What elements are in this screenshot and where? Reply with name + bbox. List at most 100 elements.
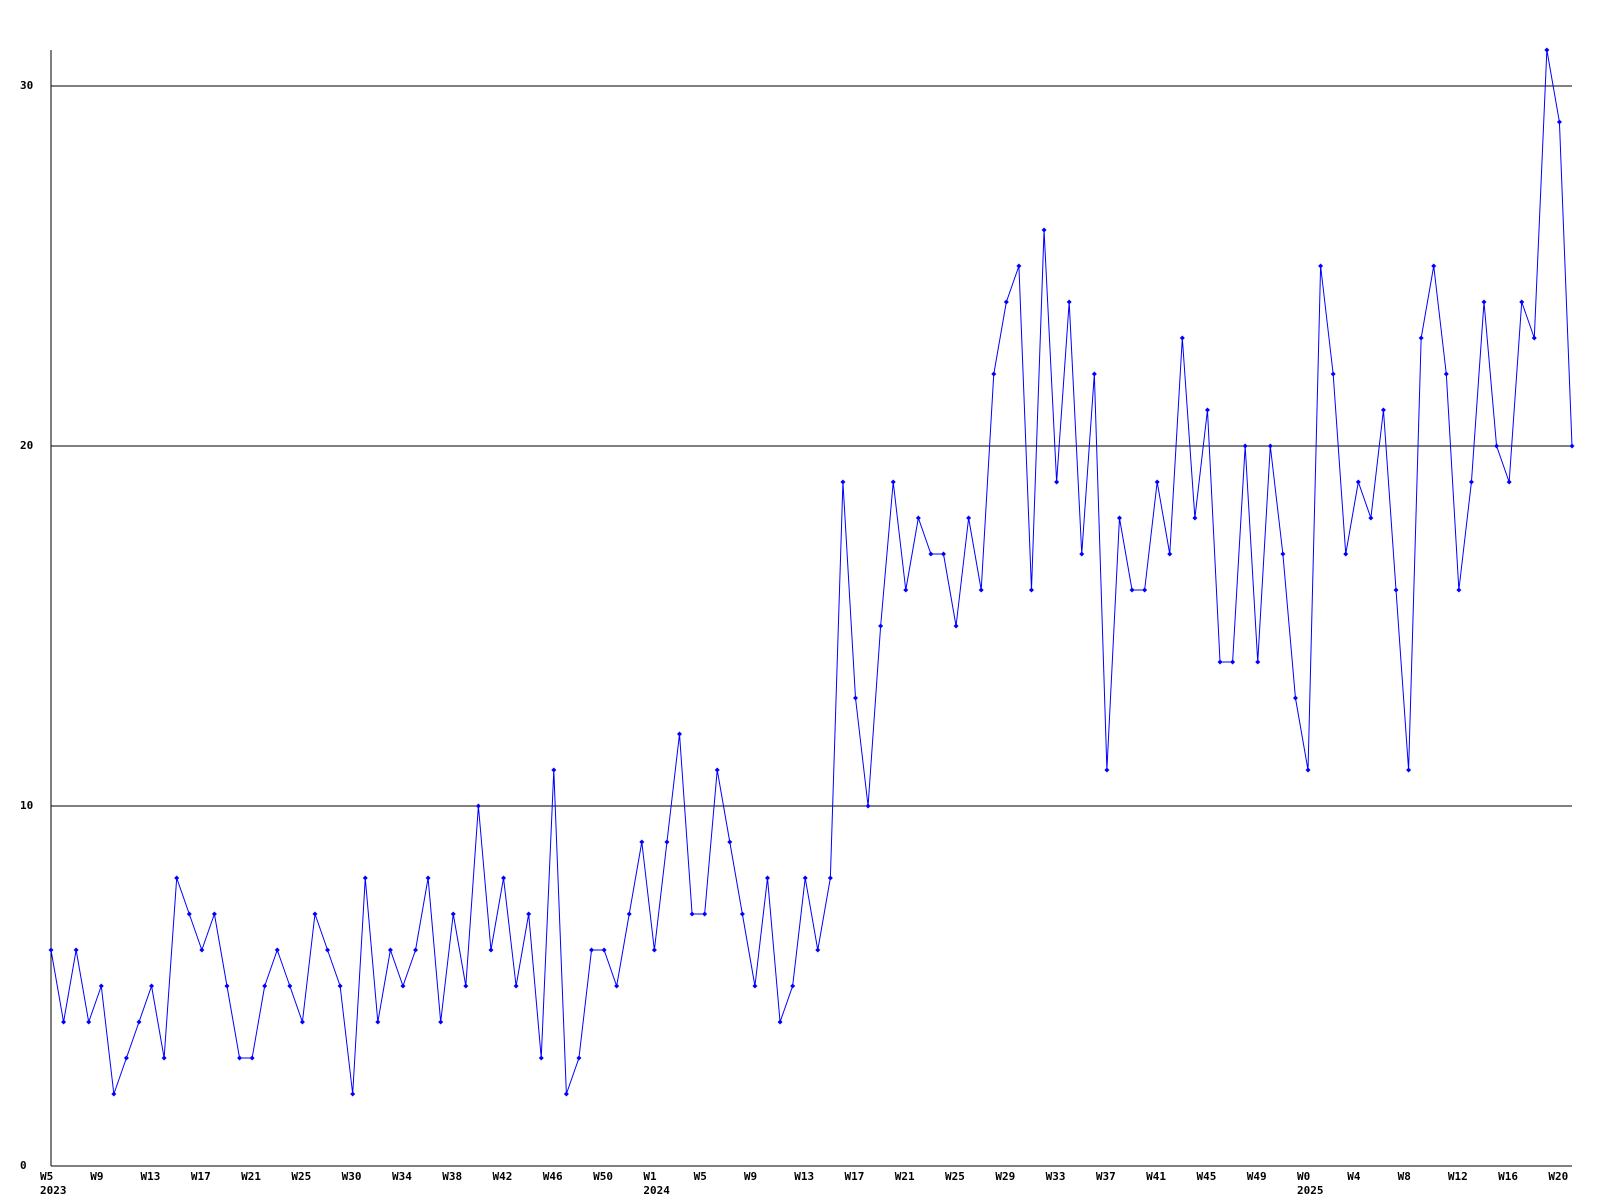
data-point xyxy=(727,839,733,845)
data-point xyxy=(1406,767,1412,773)
x-tick-label: W21 xyxy=(894,1170,915,1183)
x-tick-label: W20 xyxy=(1548,1170,1569,1183)
data-point xyxy=(1318,263,1324,269)
data-point xyxy=(601,947,607,953)
data-point xyxy=(375,1019,381,1025)
data-point xyxy=(978,587,984,593)
data-point xyxy=(526,911,532,917)
data-point xyxy=(211,911,217,917)
data-point xyxy=(538,1055,544,1061)
y-tick-label: 30 xyxy=(20,79,34,92)
data-point xyxy=(362,875,368,881)
data-point xyxy=(312,911,318,917)
data-point xyxy=(73,947,79,953)
data-point xyxy=(400,983,406,989)
data-point xyxy=(287,983,293,989)
data-point xyxy=(425,875,431,881)
data-point xyxy=(161,1055,167,1061)
x-tick-label: W4 xyxy=(1347,1170,1361,1183)
x-tick-label: W5 2023 xyxy=(40,1170,67,1197)
data-point xyxy=(651,947,657,953)
data-point xyxy=(174,875,180,881)
data-point xyxy=(765,875,771,881)
data-point xyxy=(1217,659,1223,665)
x-tick-label: W38 xyxy=(442,1170,463,1183)
x-tick-label: W34 xyxy=(391,1170,412,1183)
data-point xyxy=(123,1055,129,1061)
data-point xyxy=(249,1055,255,1061)
x-tick-label: W5 xyxy=(693,1170,707,1183)
x-tick-label: W46 xyxy=(542,1170,563,1183)
data-point xyxy=(1066,299,1072,305)
data-point xyxy=(299,1019,305,1025)
data-point xyxy=(111,1091,117,1097)
data-point xyxy=(136,1019,142,1025)
data-point xyxy=(1192,515,1198,521)
data-point xyxy=(1028,587,1034,593)
data-point xyxy=(438,1019,444,1025)
data-point xyxy=(1003,299,1009,305)
y-tick-label: 20 xyxy=(20,439,34,452)
data-point xyxy=(1167,551,1173,557)
x-tick-label: W49 xyxy=(1246,1170,1267,1183)
data-point xyxy=(1267,443,1273,449)
data-point xyxy=(551,767,557,773)
data-point xyxy=(890,479,896,485)
data-point xyxy=(1569,443,1575,449)
data-point xyxy=(840,479,846,485)
data-point xyxy=(350,1091,356,1097)
x-tick-label: W1 2024 xyxy=(643,1170,670,1197)
data-point xyxy=(827,875,833,881)
data-point xyxy=(953,623,959,629)
data-point xyxy=(186,911,192,917)
data-point xyxy=(1129,587,1135,593)
x-tick-label: W21 xyxy=(241,1170,261,1183)
data-point xyxy=(815,947,821,953)
data-point xyxy=(1418,335,1424,341)
data-point xyxy=(702,911,708,917)
data-point xyxy=(589,947,595,953)
x-tick-label: W9 xyxy=(743,1170,758,1183)
data-point xyxy=(237,1055,243,1061)
data-point xyxy=(626,911,632,917)
data-point xyxy=(752,983,758,989)
x-tick-label: W25 xyxy=(945,1170,965,1183)
data-point xyxy=(802,875,808,881)
x-tick-label: W29 xyxy=(995,1170,1016,1183)
data-point xyxy=(48,947,54,953)
data-point xyxy=(1393,587,1399,593)
data-point xyxy=(1380,407,1386,413)
data-point xyxy=(1054,479,1060,485)
data-point xyxy=(1292,695,1298,701)
x-tick-label: W41 xyxy=(1146,1170,1167,1183)
data-point xyxy=(739,911,745,917)
data-point xyxy=(689,911,695,917)
x-tick-label: W50 xyxy=(593,1170,613,1183)
x-tick-label: W13 xyxy=(794,1170,815,1183)
data-point xyxy=(1431,263,1437,269)
data-point xyxy=(1368,515,1374,521)
data-point xyxy=(98,983,104,989)
data-point xyxy=(337,983,343,989)
data-point xyxy=(1041,227,1047,233)
data-point xyxy=(991,371,997,377)
data-point xyxy=(475,803,481,809)
y-tick-label: 10 xyxy=(20,799,34,812)
data-point xyxy=(1091,371,1097,377)
x-tick-label: W45 xyxy=(1196,1170,1217,1183)
data-point xyxy=(86,1019,92,1025)
data-point xyxy=(1556,119,1562,125)
data-point xyxy=(1355,479,1361,485)
data-point xyxy=(1456,587,1462,593)
data-point xyxy=(1242,443,1248,449)
data-point xyxy=(501,875,507,881)
data-point xyxy=(865,803,871,809)
x-tick-label: W17 xyxy=(190,1170,211,1183)
data-point xyxy=(852,695,858,701)
data-point xyxy=(1204,407,1210,413)
x-tick-label: W17 xyxy=(844,1170,865,1183)
data-point xyxy=(1443,371,1449,377)
data-point xyxy=(777,1019,783,1025)
x-tick-label: W0 2025 xyxy=(1297,1170,1324,1197)
